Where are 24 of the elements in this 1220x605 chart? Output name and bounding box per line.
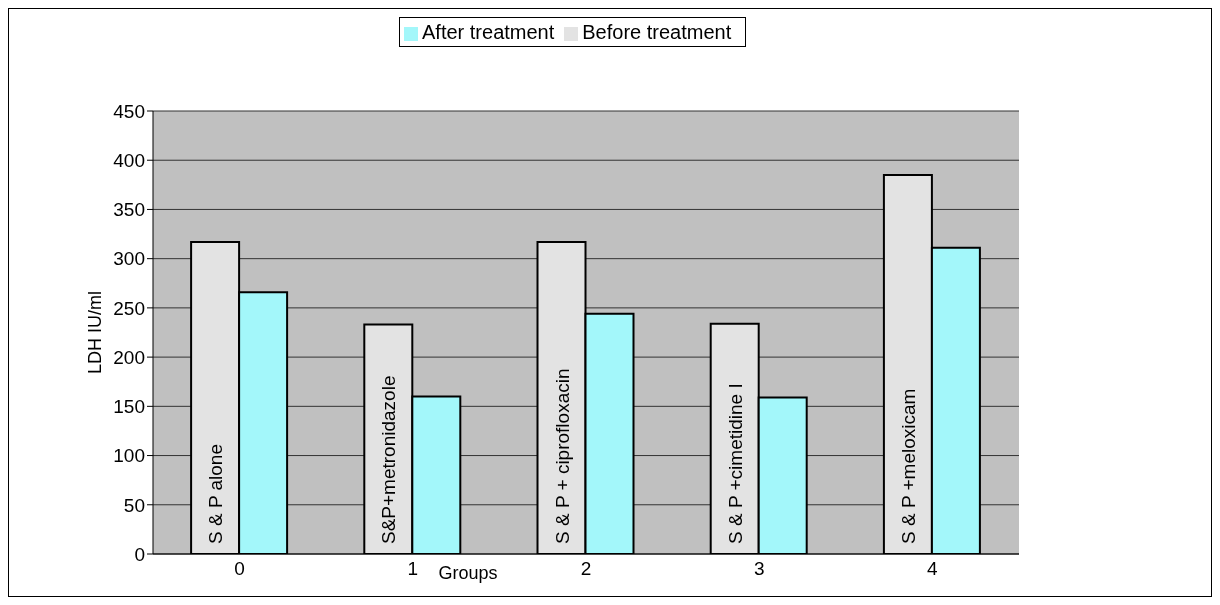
legend-label: Before treatment: [582, 21, 732, 43]
y-tick-label: 100: [113, 445, 145, 467]
y-tick-label: 0: [134, 543, 145, 565]
x-axis-title: Groups: [438, 562, 498, 583]
y-tick-label: 200: [113, 346, 145, 368]
x-tick-label: 1: [407, 558, 419, 580]
y-axis-title: LDH IU/ml: [85, 290, 106, 375]
y-tick-label: 400: [113, 149, 145, 171]
y-tick-label: 450: [113, 100, 145, 122]
x-tick-label: 4: [927, 558, 939, 580]
annotation: S&P+metronidazole: [378, 375, 400, 544]
x-tick-label: 2: [580, 558, 592, 580]
y-tick-label: 250: [113, 297, 145, 319]
legend-label: After treatment: [422, 21, 555, 43]
annotation: S & P +cimetidine I: [724, 383, 746, 544]
annotation: S & P +meloxicam: [897, 388, 919, 544]
y-tick-label: 150: [113, 396, 145, 418]
y-tick-label: 300: [113, 248, 145, 270]
x-tick-label: 3: [753, 558, 765, 580]
y-tick-label: 50: [123, 494, 145, 516]
y-tick-label: 350: [113, 199, 145, 221]
annotation: S & P + ciprofloxacin: [551, 368, 573, 544]
annotation: S & P alone: [205, 443, 227, 544]
x-tick-label: 0: [234, 558, 245, 580]
